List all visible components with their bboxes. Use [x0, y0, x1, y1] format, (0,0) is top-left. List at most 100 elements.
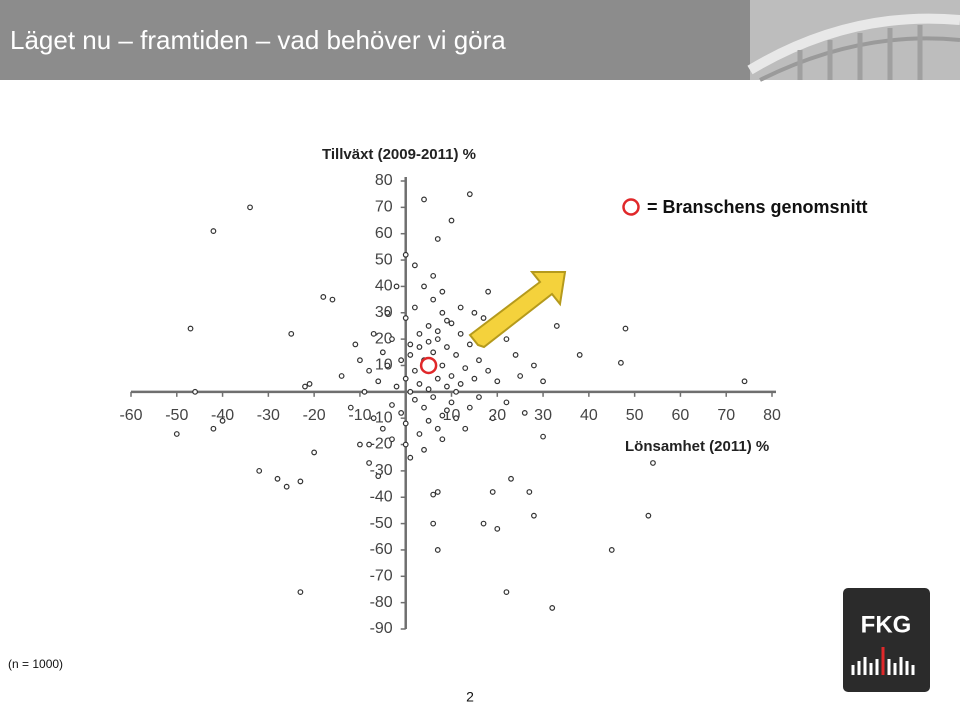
point — [453, 352, 459, 358]
point — [402, 420, 409, 427]
point — [476, 357, 482, 364]
point — [384, 309, 391, 316]
point — [407, 341, 414, 348]
point — [416, 344, 423, 350]
slide-title: Läget nu – framtiden – vad behöver vi gö… — [10, 25, 506, 55]
point — [407, 454, 414, 461]
point — [448, 320, 455, 327]
point — [430, 272, 437, 279]
point — [329, 296, 336, 303]
point — [476, 394, 482, 400]
point — [379, 349, 386, 356]
point — [540, 378, 546, 385]
point — [302, 383, 308, 390]
point — [521, 410, 528, 416]
point — [210, 425, 217, 432]
point — [434, 375, 441, 382]
point — [503, 399, 510, 406]
point — [357, 441, 363, 448]
y-tick-label: -70 — [370, 568, 393, 585]
point — [466, 341, 473, 348]
point — [389, 436, 395, 443]
point — [494, 525, 501, 532]
point — [210, 228, 217, 234]
point — [389, 402, 395, 408]
point — [411, 396, 418, 403]
point — [608, 547, 615, 553]
arrow — [468, 271, 567, 349]
point — [485, 288, 492, 295]
point — [306, 381, 313, 387]
point — [439, 412, 446, 419]
point — [494, 378, 501, 385]
y-tick-label: 40 — [375, 278, 393, 295]
point — [439, 309, 446, 316]
point — [407, 352, 414, 358]
point — [187, 325, 194, 332]
point — [402, 315, 409, 321]
point — [439, 362, 446, 369]
page-number: 2 — [466, 689, 474, 705]
point — [540, 433, 546, 440]
y-tick-label: 50 — [375, 251, 393, 268]
point — [444, 344, 450, 350]
point — [462, 425, 469, 432]
y-tick-label: -30 — [370, 462, 393, 479]
point — [219, 417, 226, 424]
point — [618, 359, 624, 366]
point — [256, 467, 263, 474]
point — [526, 489, 533, 495]
point — [471, 309, 478, 316]
point — [398, 357, 405, 364]
y-tick-label: -20 — [370, 436, 393, 453]
point — [297, 478, 304, 485]
point — [444, 317, 450, 324]
point — [462, 365, 469, 372]
point — [411, 262, 418, 269]
point — [283, 483, 290, 490]
point — [531, 362, 537, 369]
point — [466, 191, 473, 198]
plot: -60 -50 -40 -30 -20 -10 10 20 30 40 50 60 70 80 -90 -80… — [119, 146, 781, 637]
point — [439, 436, 446, 443]
average-point — [419, 356, 438, 375]
y-tick-label: 60 — [375, 225, 393, 242]
point — [430, 520, 437, 527]
logo-text: FKG — [861, 611, 912, 638]
point — [247, 204, 253, 211]
point — [576, 352, 583, 358]
point — [453, 415, 459, 422]
point — [393, 283, 400, 290]
point — [434, 336, 441, 343]
x-tick-label: 50 — [626, 407, 644, 424]
point — [453, 388, 459, 395]
point — [466, 404, 473, 411]
point — [416, 431, 423, 437]
point — [320, 294, 327, 300]
y-tick-label: -40 — [370, 488, 393, 505]
point — [402, 251, 409, 258]
point — [741, 378, 748, 385]
point — [430, 394, 437, 400]
point — [375, 378, 382, 385]
x-tick-label: 60 — [672, 407, 690, 424]
point — [361, 388, 368, 395]
point — [489, 415, 496, 422]
point — [411, 367, 418, 374]
point — [650, 460, 656, 466]
point — [416, 381, 423, 387]
point — [192, 388, 199, 395]
point — [448, 373, 455, 379]
point — [366, 460, 372, 466]
x-tick-label: 80 — [763, 407, 781, 424]
y-tick-label: 10 — [375, 357, 393, 374]
point — [425, 417, 432, 424]
point — [370, 330, 377, 337]
point — [389, 336, 395, 343]
point — [416, 330, 423, 337]
point — [425, 338, 432, 345]
point — [384, 362, 391, 369]
point — [297, 589, 304, 596]
y-axis-label: Tillväxt (2009-2011) % — [322, 146, 476, 163]
